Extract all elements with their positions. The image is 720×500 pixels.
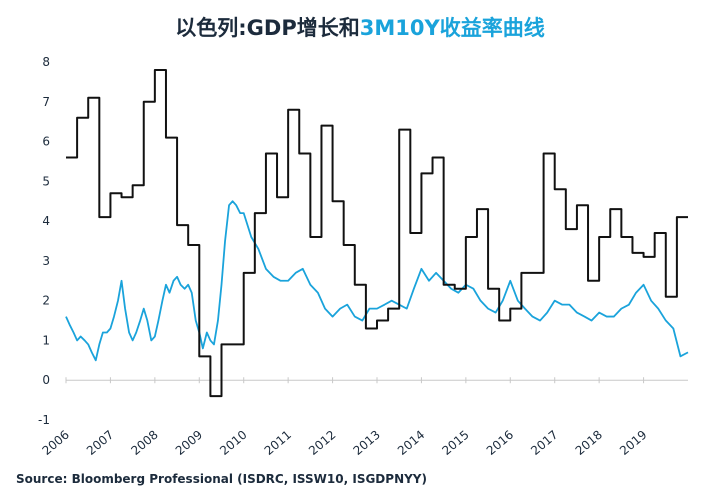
source-note: Source: Bloomberg Professional (ISDRC, I… (16, 472, 427, 486)
x-tick-label: 2009 (173, 428, 205, 458)
gdp-growth-line (66, 68, 688, 398)
x-tick-label: 2018 (573, 428, 605, 458)
chart-title-part1: 以色列:GDP增长和 (175, 16, 360, 40)
y-tick-label: 3 (42, 254, 50, 268)
x-tick-label: 2016 (484, 428, 516, 458)
x-tick-label: 2013 (351, 428, 383, 458)
x-tick-label: 2014 (395, 428, 427, 458)
y-tick-label: 5 (42, 174, 50, 188)
y-tick-label: 0 (42, 373, 50, 387)
y-tick-label: -1 (38, 413, 50, 427)
y-tick-label: 2 (42, 294, 50, 308)
y-tick-label: 8 (42, 55, 50, 69)
x-tick-label: 2011 (262, 428, 294, 458)
y-tick-label: 4 (42, 214, 50, 228)
x-tick-label: 2019 (617, 428, 649, 458)
x-tick-label: 2007 (84, 428, 116, 458)
y-tick-label: 6 (42, 135, 50, 149)
x-tick-label: 2008 (128, 428, 160, 458)
series-group (65, 68, 689, 398)
line-chart: -1 0 1 2 3 4 5 6 7 8 2006 2007 2008 2009 2010 2011 2012… (38, 55, 689, 458)
y-tick-label: 1 (42, 333, 50, 347)
y-axis: -1 0 1 2 3 4 5 6 7 8 (38, 55, 50, 427)
y-tick-label: 7 (42, 95, 50, 109)
x-tick-label: 2010 (217, 428, 249, 458)
chart-title: 以色列:GDP增长和3M10Y收益率曲线 (0, 12, 720, 42)
chart-title-part2: 3M10Y收益率曲线 (359, 16, 545, 40)
x-tick-label: 2015 (439, 428, 471, 458)
x-tick-label: 2006 (40, 428, 72, 458)
yield-curve-line (65, 200, 689, 362)
x-tick-label: 2017 (528, 428, 560, 458)
x-axis: 2006 2007 2008 2009 2010 2011 2012 2013 2014 2015… (40, 377, 688, 458)
x-tick-label: 2012 (306, 428, 338, 458)
